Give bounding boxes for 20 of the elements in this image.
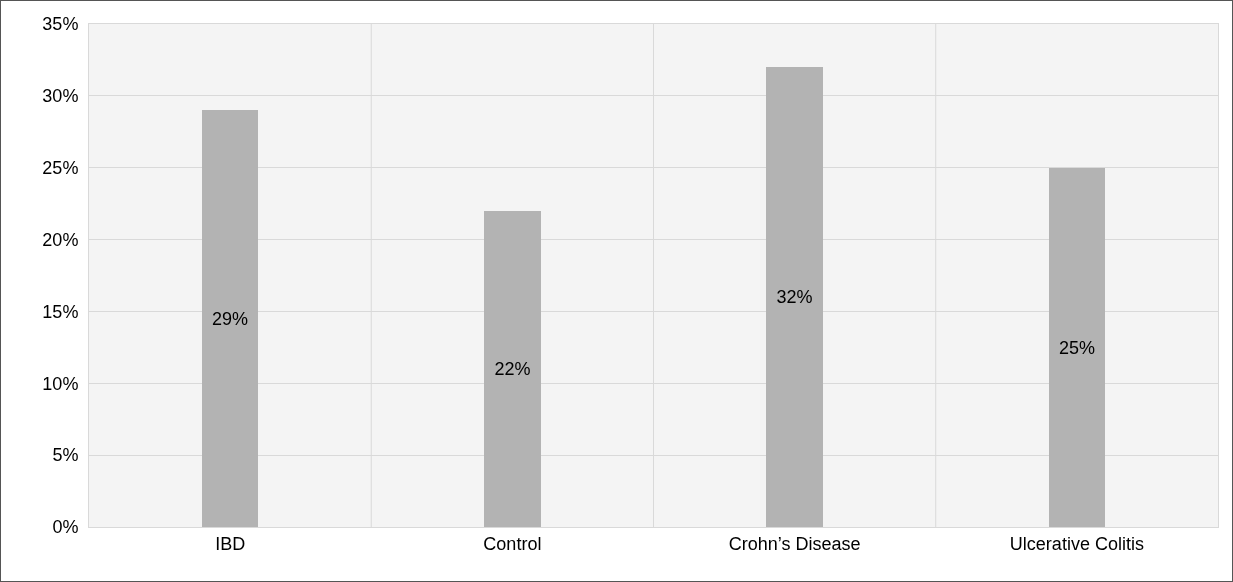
- y-tick-label: 20%: [42, 229, 79, 250]
- y-tick-label: 10%: [42, 373, 79, 394]
- bar: [484, 211, 541, 527]
- data-label: 32%: [776, 287, 813, 307]
- x-tick-label: Control: [483, 533, 542, 554]
- data-label: 22%: [494, 359, 531, 379]
- y-tick-label: 35%: [42, 14, 79, 35]
- x-tick-label: IBD: [215, 533, 246, 554]
- bar: [1049, 168, 1105, 527]
- y-tick-label: 30%: [42, 86, 79, 107]
- bar: [766, 67, 823, 527]
- y-tick-label: 15%: [42, 301, 79, 322]
- y-tick-label: 5%: [52, 445, 79, 466]
- x-tick-label: Crohn’s Disease: [728, 533, 861, 554]
- y-tick-label: 25%: [42, 158, 79, 179]
- data-label: 25%: [1058, 337, 1096, 358]
- y-tick-label: 0%: [52, 517, 79, 538]
- x-tick-label: Ulcerative Colitis: [1009, 533, 1144, 554]
- data-label: 29%: [211, 308, 249, 329]
- bar: [202, 110, 258, 527]
